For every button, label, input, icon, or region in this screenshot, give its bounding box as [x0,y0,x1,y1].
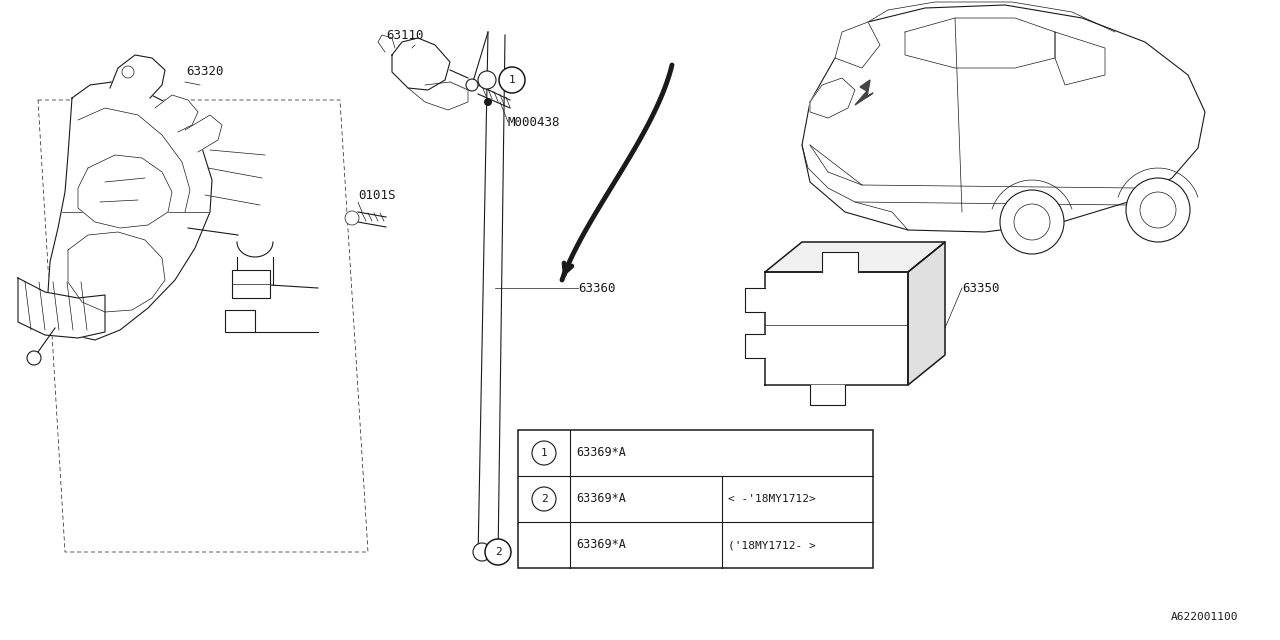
Circle shape [532,441,556,465]
Polygon shape [155,95,198,132]
Circle shape [532,487,556,511]
FancyBboxPatch shape [225,310,255,332]
Polygon shape [855,80,873,105]
Text: 63350: 63350 [963,282,1000,294]
Text: A622001100: A622001100 [1170,612,1238,622]
Circle shape [1126,178,1190,242]
Polygon shape [803,5,1204,232]
Text: ('18MY1712- >: ('18MY1712- > [728,540,815,550]
Polygon shape [822,252,858,272]
Polygon shape [408,82,468,110]
Polygon shape [745,288,765,312]
FancyBboxPatch shape [518,430,873,568]
Circle shape [466,79,477,91]
Text: 63369*A: 63369*A [576,493,626,506]
Circle shape [474,543,492,561]
Polygon shape [392,38,451,90]
Circle shape [1000,190,1064,254]
Polygon shape [810,385,845,405]
Polygon shape [110,55,165,98]
Circle shape [484,98,492,106]
Text: 2: 2 [494,547,502,557]
Polygon shape [835,22,881,68]
Text: 63369*A: 63369*A [576,538,626,552]
Text: < -'18MY1712>: < -'18MY1712> [728,494,815,504]
Text: 2: 2 [540,494,548,504]
FancyBboxPatch shape [232,270,270,298]
Polygon shape [18,278,105,338]
Polygon shape [765,272,908,385]
Polygon shape [810,78,855,118]
Text: 63320: 63320 [187,65,224,78]
Text: 1: 1 [540,448,548,458]
Circle shape [346,211,358,225]
Text: 63360: 63360 [579,282,616,294]
Text: M000438: M000438 [508,115,561,129]
Polygon shape [378,35,396,52]
Polygon shape [1055,32,1105,85]
Circle shape [499,67,525,93]
Circle shape [477,71,497,89]
Text: 63110: 63110 [387,29,424,42]
Polygon shape [78,155,172,228]
Polygon shape [68,232,165,312]
Polygon shape [745,334,765,358]
Polygon shape [49,82,212,340]
Circle shape [27,351,41,365]
Text: 63369*A: 63369*A [576,447,626,460]
Text: 0101S: 0101S [358,189,396,202]
Polygon shape [186,115,221,152]
Polygon shape [905,18,1055,68]
Polygon shape [908,242,945,385]
Polygon shape [765,242,945,272]
Circle shape [485,539,511,565]
Text: 1: 1 [508,75,516,85]
